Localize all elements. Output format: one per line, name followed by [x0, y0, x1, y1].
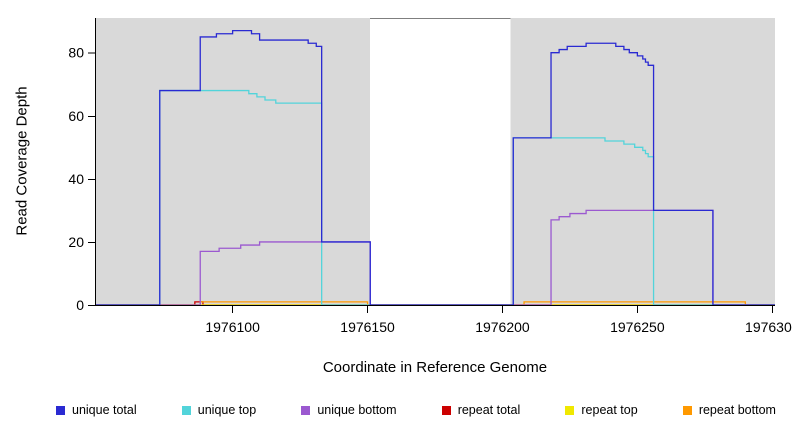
legend-item-unique-bottom: unique bottom — [301, 403, 397, 417]
legend-label-repeat-bottom: repeat bottom — [698, 403, 776, 417]
legend-label-unique-total: unique total — [72, 403, 137, 417]
x-tick-label: 1976100 — [205, 319, 260, 335]
legend-swatch-repeat-top — [565, 405, 575, 415]
x-tick-label: 1976150 — [340, 319, 395, 335]
legend-swatch-repeat-bottom — [682, 405, 692, 415]
legend-swatch-unique-total — [56, 405, 65, 415]
legend-label-unique-bottom: unique bottom — [317, 403, 397, 417]
shaded-coverage-region — [510, 18, 775, 305]
shaded-coverage-region — [95, 18, 371, 305]
y-tick-label: 80 — [68, 45, 84, 61]
y-tick-label: 60 — [68, 108, 84, 124]
y-tick-label: 0 — [76, 297, 84, 313]
series-line-unique-top — [95, 89, 775, 306]
legend-swatch-repeat-total — [441, 405, 451, 415]
legend-item-repeat-top: repeat top — [565, 403, 638, 417]
series-line-unique-total — [95, 29, 775, 306]
x-tick-label: 1976250 — [610, 319, 665, 335]
y-axis-label: Read Coverage Depth — [13, 86, 31, 236]
legend-item-unique-top: unique top — [181, 403, 257, 417]
y-tick-label: 20 — [68, 234, 84, 250]
x-axis-label: Coordinate in Reference Genome — [322, 359, 548, 376]
y-tick-label: 40 — [68, 171, 84, 187]
legend-label-unique-top: unique top — [197, 403, 257, 417]
legend-swatch-unique-top — [181, 405, 191, 415]
legend-item-unique-total: unique total — [56, 403, 137, 417]
legend-label-repeat-total: repeat total — [457, 403, 521, 417]
legend: unique total unique top unique bottom repea… — [0, 399, 792, 421]
legend-swatch-unique-bottom — [301, 405, 311, 415]
x-tick-label: 1976200 — [475, 319, 530, 335]
legend-item-repeat-total: repeat total — [441, 403, 521, 417]
legend-item-repeat-bottom: repeat bottom — [682, 403, 776, 417]
legend-label-repeat-top: repeat top — [581, 403, 638, 417]
